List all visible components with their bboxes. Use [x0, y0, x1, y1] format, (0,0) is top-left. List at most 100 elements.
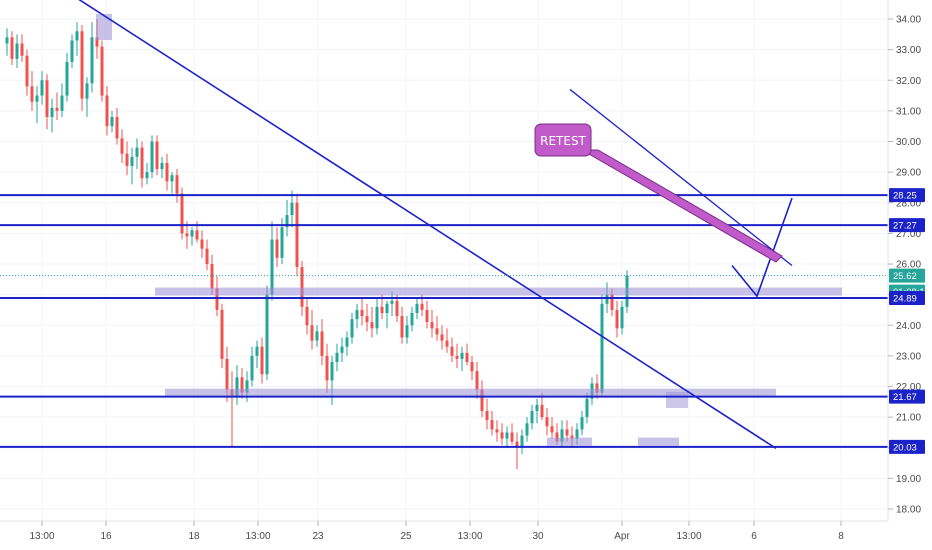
- candle-body: [460, 352, 464, 359]
- candle-body: [440, 334, 444, 341]
- candle: [275, 227, 279, 268]
- candle-body: [610, 294, 614, 310]
- candle: [70, 34, 74, 68]
- price-tag-box: [889, 268, 925, 283]
- candle-body: [55, 107, 59, 111]
- candle: [450, 337, 454, 362]
- candle: [255, 340, 259, 369]
- candle-body: [295, 202, 299, 268]
- candle-body: [200, 239, 204, 249]
- retest-annotation[interactable]: RETEST: [534, 123, 783, 263]
- candle: [465, 343, 469, 366]
- candle: [505, 426, 509, 448]
- y-tick-label: 18.00: [896, 505, 921, 516]
- candle-body: [5, 37, 9, 44]
- candle: [500, 423, 504, 445]
- price-tag: 27.27: [889, 218, 925, 233]
- x-tick-label: 23: [312, 531, 324, 542]
- candle-body: [405, 325, 409, 338]
- candle-body: [560, 429, 564, 442]
- candle-body: [165, 162, 169, 182]
- candle-body: [240, 377, 244, 393]
- candle: [390, 291, 394, 317]
- candle: [175, 169, 179, 203]
- candle-body: [505, 432, 509, 439]
- candle: [165, 153, 169, 191]
- candle-body: [420, 303, 424, 310]
- candle-body: [470, 362, 474, 372]
- candle: [470, 355, 474, 381]
- candle-body: [445, 340, 449, 347]
- candle-body: [595, 383, 599, 393]
- candle-body: [270, 239, 274, 295]
- candle: [105, 86, 109, 136]
- candle: [170, 172, 174, 194]
- price-tag: 21.67: [889, 389, 925, 404]
- candle: [425, 300, 429, 329]
- candle-body: [480, 389, 484, 411]
- y-tick-label: 27.00: [896, 229, 921, 240]
- candle: [60, 83, 64, 117]
- candle-body: [365, 316, 369, 323]
- candle: [600, 294, 604, 396]
- candle: [30, 71, 34, 111]
- candle: [520, 429, 524, 454]
- candle: [455, 343, 459, 369]
- candle-body: [585, 398, 589, 418]
- candle-body: [500, 432, 504, 439]
- price-tag-box: [889, 389, 925, 404]
- candle: [440, 325, 444, 350]
- callout-text: RETEST: [540, 134, 586, 148]
- candle-body: [280, 227, 284, 258]
- price-tag-label: 25.62: [893, 271, 917, 282]
- candle: [410, 306, 414, 332]
- candle-body: [65, 61, 69, 96]
- candle-body: [355, 309, 359, 320]
- x-tick-label: 6: [751, 531, 757, 542]
- candle-body: [180, 193, 184, 234]
- x-axis[interactable]: 13:00 16 18 13:00 23 25 13:00 30 Apr 13:00 6 8: [29, 521, 844, 542]
- candle-body: [155, 141, 159, 170]
- x-tick-label: 13:00: [29, 531, 54, 542]
- x-tick-label: 13:00: [245, 531, 270, 542]
- candle: [490, 411, 494, 436]
- y-tick-label: 24.00: [896, 321, 921, 332]
- candle-body: [425, 309, 429, 323]
- candle: [485, 398, 489, 430]
- candle-body: [190, 230, 194, 237]
- candle: [110, 110, 114, 133]
- candle-body: [255, 346, 259, 356]
- candle: [155, 135, 159, 176]
- candle: [445, 328, 449, 353]
- candle-body: [490, 420, 494, 430]
- candle-body: [70, 40, 74, 62]
- candle-body: [370, 322, 374, 329]
- candle: [360, 297, 364, 326]
- candle-body: [220, 309, 224, 359]
- candle: [270, 221, 274, 301]
- descending-trendline: [78, 0, 777, 450]
- candle-body: [235, 377, 239, 396]
- candle: [35, 86, 39, 124]
- trendlines[interactable]: [57, 0, 793, 450]
- candle: [395, 294, 399, 323]
- candle: [365, 303, 369, 332]
- price-tag-label: 20.03: [893, 442, 917, 453]
- candle: [120, 129, 124, 163]
- retest-trendline: [569, 88, 793, 267]
- candle-body: [265, 294, 269, 375]
- candle-body: [555, 432, 559, 442]
- x-tick-label: 16: [100, 531, 112, 542]
- candle-body: [455, 355, 459, 359]
- candle: [295, 193, 299, 277]
- candle-body: [205, 248, 209, 264]
- y-tick-label: 31.00: [896, 106, 921, 117]
- candle-body: [285, 215, 289, 228]
- candle: [405, 316, 409, 344]
- candle-body: [400, 316, 404, 338]
- breakout-highlight-box: [666, 392, 688, 408]
- candle-body: [60, 95, 64, 111]
- candle-body: [210, 264, 214, 289]
- candle-body: [340, 346, 344, 353]
